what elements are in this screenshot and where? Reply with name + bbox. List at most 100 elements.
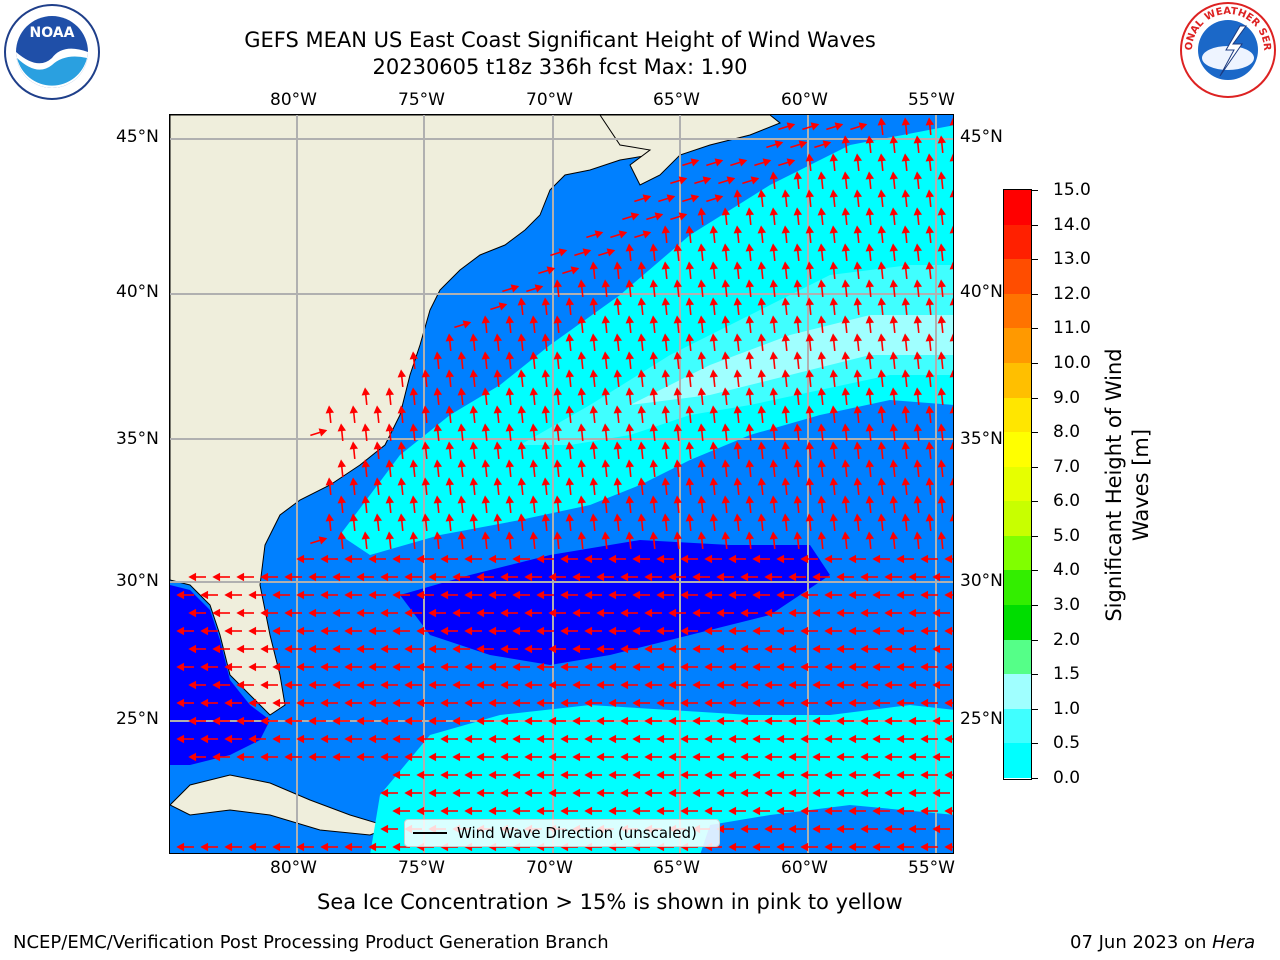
wind-wave-arrowhead [836,824,845,834]
wind-wave-arrowhead [541,333,551,342]
wind-wave-arrowhead [877,189,887,198]
wind-wave-arrowhead [709,513,719,522]
wind-wave-arrowhead [877,477,887,486]
wind-wave-arrowhead [505,423,515,432]
wind-wave-arrowhead [901,441,911,450]
wind-wave-arrowhead [752,590,761,600]
wind-wave-arrowhead [764,608,773,618]
wind-wave-arrowhead [608,698,617,708]
wind-wave-arrowhead [764,824,773,834]
wind-wave-arrowhead [841,387,851,396]
wind-wave-arrowhead [733,297,743,306]
wind-wave-arrowhead [445,513,455,522]
wind-wave-arrowhead [889,279,899,288]
wind-wave-arrowhead [901,153,911,162]
wind-wave-arrowhead [404,572,413,582]
wind-wave-arrowhead [925,261,935,270]
wind-wave-arrowhead [805,261,815,270]
wind-wave-arrowhead [925,513,935,522]
wind-wave-arrowhead [740,572,749,582]
colorbar-tick-mark [1032,362,1038,364]
wind-wave-arrowhead [524,716,533,726]
wind-wave-arrow [952,299,953,306]
wind-wave-arrowhead [769,171,779,180]
wind-wave-arrowhead [798,140,808,149]
wind-wave-arrowhead [949,441,953,450]
wind-wave-arrowhead [560,770,569,780]
wind-wave-arrowhead [860,788,869,798]
wind-wave-arrowhead [572,788,581,798]
wind-wave-arrowhead [709,441,719,450]
wind-wave-arrowhead [680,626,689,636]
wind-wave-arrowhead [452,788,461,798]
wind-wave-arrowhead [284,644,293,654]
wind-wave-arrowhead [800,698,809,708]
wind-wave-arrowhead [860,716,869,726]
wind-wave-arrowhead [613,369,623,378]
wind-wave-arrowhead [625,495,635,504]
wind-wave-arrowhead [584,626,593,636]
wind-wave-arrowhead [476,716,485,726]
wind-wave-arrowhead [613,405,623,414]
wind-wave-arrowhead [697,423,707,432]
wind-wave-arrowhead [836,752,845,762]
wind-wave-arrowhead [769,531,779,540]
wind-wave-arrowhead [296,554,305,564]
nws-logo: NATIONAL WEATHER SERVICE [1174,0,1278,100]
wind-wave-arrowhead [920,770,929,780]
wind-wave-arrowhead [469,441,479,450]
colorbar [1003,189,1032,780]
wind-wave-arrowhead [529,387,539,396]
wind-wave-arrowhead [872,842,881,852]
wind-wave-arrowhead [884,680,893,690]
wind-wave-arrowhead [793,243,803,252]
wind-wave-arrowhead [368,626,377,636]
wind-wave-arrowhead [920,590,929,600]
wind-wave-arrowhead [512,554,521,564]
wind-wave-arrowhead [817,243,827,252]
wind-wave-arrowhead [296,662,305,672]
colorbar-segment [1004,432,1031,468]
wind-wave-arrowhead [517,477,527,486]
wind-wave-arrowhead [332,572,341,582]
wind-wave-arrowhead [728,554,737,564]
wind-wave-arrowhead [498,302,508,311]
wind-wave-arrowhead [920,626,929,636]
wind-wave-arrowhead [445,369,455,378]
wind-wave-arrowhead [308,680,317,690]
wind-wave-arrowhead [284,716,293,726]
wind-wave-arrowhead [548,752,557,762]
wind-wave-arrowhead [745,531,755,540]
wind-wave-arrowhead [565,441,575,450]
wind-wave-arrowhead [865,207,875,216]
wind-wave-arrowhead [673,315,683,324]
wind-wave-arrowhead [440,662,449,672]
wind-wave-arrowhead [464,770,473,780]
lat-tick-left: 35°N [116,429,159,449]
wind-wave-arrowhead [877,225,887,234]
wind-wave-arrowhead [392,626,401,636]
wind-wave-arrowhead [584,662,593,672]
wind-wave-arrowhead [637,369,647,378]
wind-wave-arrowhead [788,752,797,762]
wind-wave-arrowhead [548,572,557,582]
wind-wave-arrowhead [620,788,629,798]
wind-wave-arrowhead [589,477,599,486]
wind-wave-arrowhead [517,369,527,378]
wind-wave-arrowhead [505,351,515,360]
wind-wave-arrowhead [524,644,533,654]
wind-wave-arrowhead [932,788,941,798]
colorbar-segment [1004,328,1031,364]
wind-wave-arrowhead [416,806,425,816]
wind-wave-arrowhead [200,662,209,672]
colorbar-segment [1004,605,1031,641]
wind-wave-arrowhead [584,554,593,564]
wind-wave-arrowhead [889,351,899,360]
wind-wave-arrowhead [793,279,803,288]
wind-wave-arrowhead [440,698,449,708]
wind-wave-arrowhead [673,531,683,540]
wind-wave-arrowhead [488,662,497,672]
wind-wave-arrowhead [865,495,875,504]
wind-wave-arrowhead [397,369,407,378]
wind-wave-arrowhead [716,824,725,834]
